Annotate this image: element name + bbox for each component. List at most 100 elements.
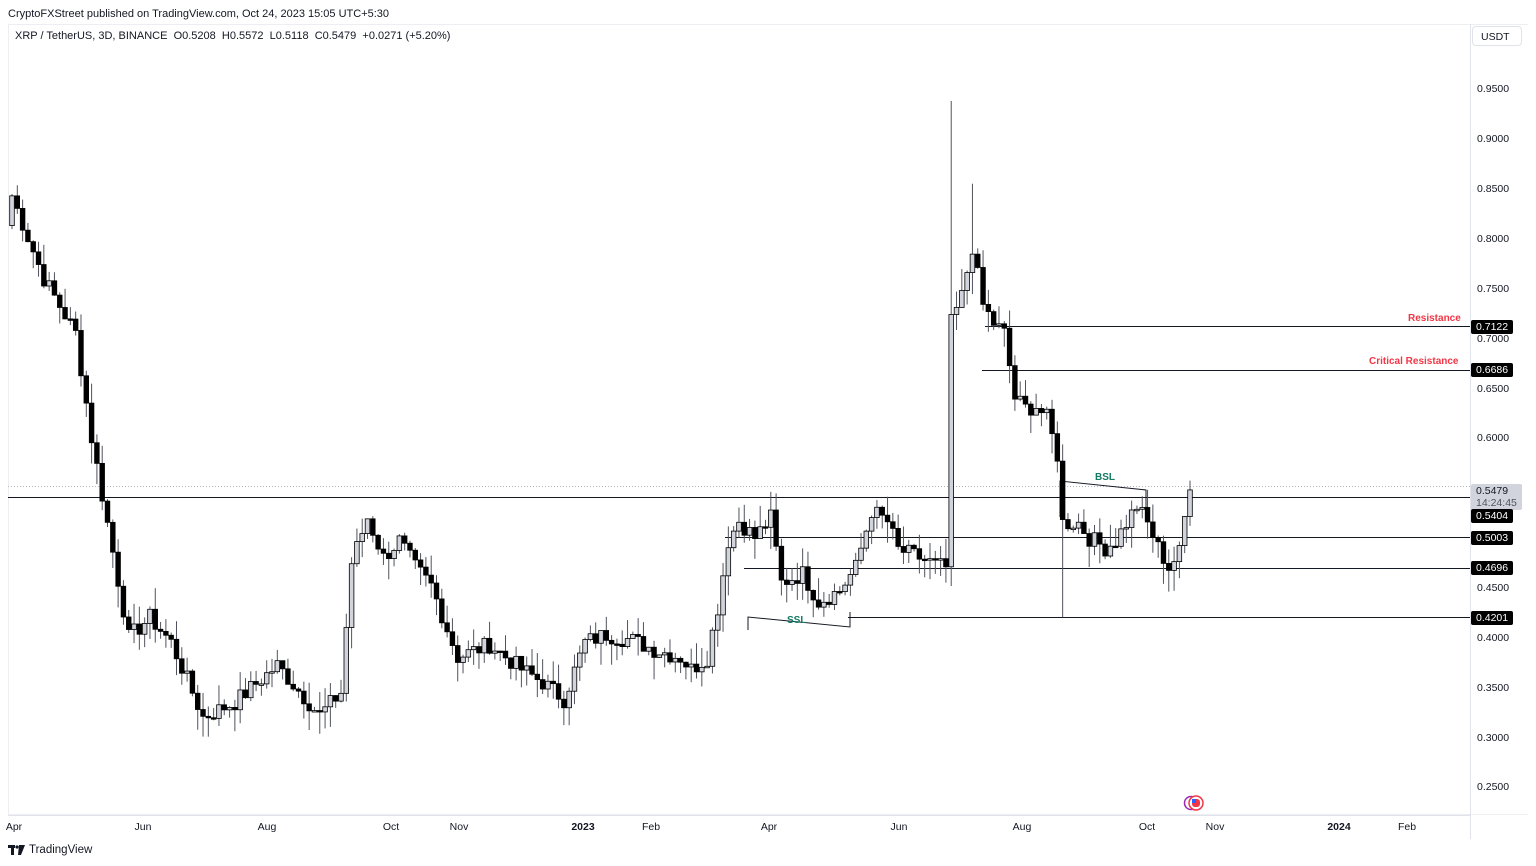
candle	[614, 638, 620, 661]
candle	[1160, 535, 1167, 584]
candle	[502, 635, 509, 665]
candle	[704, 650, 710, 669]
ohlc-low: L0.5118	[269, 30, 309, 42]
candle	[67, 307, 74, 326]
candle	[661, 647, 668, 668]
price-tick: 0.4000	[1477, 632, 1510, 644]
candle	[184, 657, 190, 682]
candle	[1091, 524, 1098, 556]
candle	[1012, 355, 1018, 411]
time-label: Feb	[1397, 821, 1417, 833]
time-label: Apr	[5, 821, 23, 833]
time-label: Aug	[1012, 821, 1032, 833]
candle	[1070, 525, 1076, 533]
candle	[465, 640, 472, 663]
symbol-name: XRP / TetherUS, 3D, BINANCE	[15, 30, 168, 42]
candle	[656, 654, 663, 658]
candle	[1118, 519, 1124, 549]
critical-resistance-price-tag: 0.6686	[1471, 363, 1514, 377]
candle	[497, 650, 503, 662]
publisher-caption: CryptoFXStreet published on TradingView.…	[8, 8, 390, 20]
bsl-label: BSL	[1095, 472, 1115, 483]
candle	[630, 631, 636, 639]
candle	[210, 708, 217, 721]
level-price-tag: 0.4201	[1471, 611, 1514, 625]
currency-selector[interactable]: USDT	[1472, 26, 1522, 46]
candlestick-chart[interactable]	[0, 0, 1470, 815]
price-tick: 0.7000	[1477, 333, 1510, 345]
level-price-tag: 0.5003	[1471, 531, 1514, 545]
time-label: 2023	[571, 821, 595, 833]
candle	[72, 311, 79, 336]
tradingview-brand[interactable]: TradingView	[8, 844, 92, 856]
candle	[1139, 496, 1145, 519]
us-flag-event-icon[interactable]	[1183, 795, 1205, 811]
candle	[805, 551, 811, 604]
candle	[147, 606, 153, 640]
candle	[433, 575, 440, 616]
symbol-legend: XRP / TetherUS, 3D, BINANCE O0.5208 H0.5…	[15, 30, 450, 42]
candle	[343, 613, 349, 702]
price-tick: 0.6000	[1477, 432, 1510, 444]
candle	[831, 583, 838, 610]
candle	[391, 548, 397, 567]
candle	[1181, 515, 1188, 554]
candle	[985, 289, 992, 332]
price-tick: 0.8000	[1477, 233, 1510, 245]
candle	[35, 241, 42, 277]
price-tick: 0.2500	[1477, 781, 1510, 793]
brand-name: TradingView	[29, 844, 93, 856]
time-label: 2024	[1327, 821, 1351, 833]
candle	[890, 512, 896, 540]
candle	[980, 250, 986, 311]
candle	[640, 622, 647, 652]
candle	[470, 629, 477, 665]
time-label: Jun	[134, 821, 152, 833]
price-tick: 0.9000	[1477, 133, 1510, 145]
candle	[285, 658, 291, 685]
candle	[301, 681, 307, 719]
candle	[258, 678, 265, 696]
candle	[900, 526, 907, 565]
candle	[179, 647, 185, 685]
candle	[476, 642, 482, 669]
candle	[561, 690, 567, 726]
candle	[1054, 421, 1061, 473]
candle	[953, 291, 960, 331]
candle	[1176, 541, 1183, 579]
candle	[9, 193, 15, 230]
candle	[768, 491, 774, 549]
candle	[327, 683, 334, 727]
last-price: 0.5479	[1476, 485, 1509, 497]
candle	[41, 244, 47, 289]
ssl-label: SSL	[787, 615, 807, 626]
time-axis[interactable]	[8, 815, 1470, 840]
candle	[863, 529, 870, 552]
candle	[879, 505, 885, 529]
price-tick: 0.6500	[1477, 383, 1510, 395]
candle	[688, 648, 694, 683]
candle	[969, 183, 976, 295]
candle	[906, 539, 912, 563]
candle	[104, 499, 111, 527]
candle	[242, 678, 249, 699]
candle	[348, 557, 355, 649]
candle	[115, 539, 121, 608]
candle	[30, 240, 36, 269]
level-price-tag: 0.5404	[1471, 509, 1514, 523]
candle	[672, 652, 678, 673]
candle	[439, 588, 445, 629]
candle	[306, 682, 312, 731]
candle	[1113, 528, 1119, 549]
time-label: Jun	[890, 821, 908, 833]
candle	[725, 526, 732, 596]
candle	[195, 684, 201, 730]
candle	[444, 605, 450, 638]
candle	[25, 222, 31, 243]
candle	[789, 568, 795, 591]
candle	[120, 580, 127, 625]
candle	[1134, 505, 1140, 515]
candle	[577, 645, 583, 681]
price-axis[interactable]	[1470, 24, 1529, 839]
candle	[455, 635, 461, 682]
